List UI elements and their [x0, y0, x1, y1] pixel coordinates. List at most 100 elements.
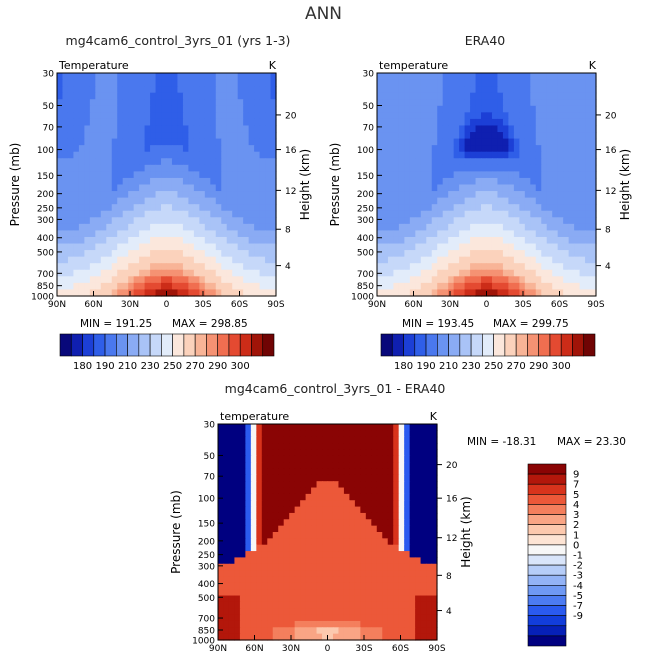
obs-plot-cell [453, 210, 460, 218]
model-plot-cell [210, 105, 217, 113]
model-plot-cell [270, 204, 277, 212]
model-plot-cell [100, 99, 107, 107]
diff-plot-cell [371, 595, 378, 603]
diff-plot-cell [239, 582, 246, 590]
obs-plot-cell [382, 132, 389, 140]
diff-plot-cell [327, 538, 334, 546]
obs-plot-cell [497, 112, 504, 120]
model-plot-cell [161, 132, 168, 140]
diff-plot-cell [289, 563, 296, 571]
model-plot-cell [78, 276, 85, 284]
model-plot-cell [106, 132, 113, 140]
diff-plot-cell [387, 614, 394, 622]
obs-plot-cell [398, 230, 405, 238]
diff-plot-cell [223, 601, 230, 609]
model-plot-cell [199, 282, 206, 291]
model-plot-cell [166, 86, 173, 94]
obs-plot-cell [387, 118, 395, 127]
diff-plot-cell [228, 519, 236, 527]
model-plot-cell [73, 204, 80, 212]
model-plot-cell [199, 132, 206, 140]
model-plot-cell [265, 217, 272, 225]
model-plot-cell [215, 243, 222, 251]
obs-plot-cell [470, 184, 477, 192]
diff-plot-cell [415, 627, 422, 635]
diff-plot-cell [398, 436, 405, 444]
diff-plot-cell [360, 449, 367, 457]
model-plot-cell [155, 276, 162, 284]
obs-plot-cell [568, 236, 575, 245]
obs-plot-cell [442, 112, 449, 120]
diff-plot-cell [256, 557, 263, 565]
obs-plot-cell [393, 217, 400, 225]
model-plot-cell [122, 158, 129, 166]
obs-plot-cell [579, 171, 586, 179]
model-plot-cell [57, 92, 64, 100]
diff-plot-cell [332, 525, 340, 533]
model-plot-cell [144, 112, 151, 120]
diff-plot-cell [278, 589, 285, 597]
model-plot-cell [177, 191, 184, 199]
diff-plot-cell [393, 487, 400, 495]
diff-plot-cell [404, 493, 411, 501]
diff-plot-cell [272, 563, 279, 571]
diff-plot-cell [398, 570, 405, 578]
obs-plot-cell [486, 223, 493, 232]
obs-plot-cell [481, 92, 488, 100]
model-plot-cell [95, 125, 102, 133]
diff-plot-cell [261, 462, 268, 470]
diff-plot-cell [228, 563, 236, 571]
diff-plot: 305070100150200250300400500700850100090N… [169, 410, 473, 654]
model-colorbar-box [104, 333, 117, 357]
diff-plot-cell [426, 506, 433, 514]
diff-plot-ylabel: Pressure (mb) [169, 490, 183, 574]
obs-plot-cell [481, 282, 488, 291]
diff-plot-cell [250, 424, 257, 431]
diff-plot-cell [404, 627, 411, 635]
obs-plot-cell [481, 177, 488, 186]
diff-plot-cell [393, 576, 400, 584]
model-plot-cell [155, 184, 162, 192]
diff-colorbar-label: 5 [573, 490, 579, 501]
diff-plot-cell [376, 601, 383, 609]
model-plot-cell [188, 92, 195, 100]
diff-plot-cell [239, 506, 246, 514]
obs-plot-cell [585, 118, 592, 127]
obs-plot-cell [398, 125, 405, 133]
model-plot-cell [177, 236, 184, 245]
diff-plot-cell [272, 481, 279, 489]
diff-plot-cell [354, 601, 361, 609]
model-plot-cell [215, 263, 222, 271]
obs-plot-cell [530, 210, 537, 218]
obs-plot-cell [459, 269, 466, 277]
diff-plot-cell [343, 443, 350, 451]
diff-plot-cell [409, 519, 416, 527]
obs-plot-cell [585, 145, 592, 153]
obs-plot-cell [442, 236, 449, 245]
diff-plot-cell [289, 557, 296, 565]
model-plot-cell [215, 99, 222, 107]
obs-plot-cell [519, 73, 526, 81]
diff-plot-cell [393, 493, 400, 501]
model-plot-cell [188, 73, 195, 81]
model-plot-cell [171, 158, 179, 166]
diff-plot-cell [327, 506, 334, 514]
model-plot-cell [182, 177, 189, 186]
model-plot-cell [95, 79, 102, 87]
diff-plot-cell [218, 455, 225, 463]
model-plot-cell [150, 217, 157, 225]
model-plot-cell [57, 217, 64, 225]
model-plot-cell [226, 282, 233, 291]
obs-plot-cell [491, 289, 499, 297]
model-plot-cell [188, 138, 195, 146]
diff-plot-cell [426, 474, 433, 482]
model-plot-cell [254, 112, 261, 120]
diff-plot-cell [371, 563, 378, 571]
obs-plot-cell [453, 79, 460, 87]
obs-plot-cell [404, 105, 411, 113]
diff-plot-cell [278, 506, 285, 514]
model-plot-cell [265, 289, 272, 297]
obs-plot-cell [568, 269, 575, 277]
model-plot-cell [89, 243, 96, 251]
diff-plot-cell [415, 551, 422, 559]
